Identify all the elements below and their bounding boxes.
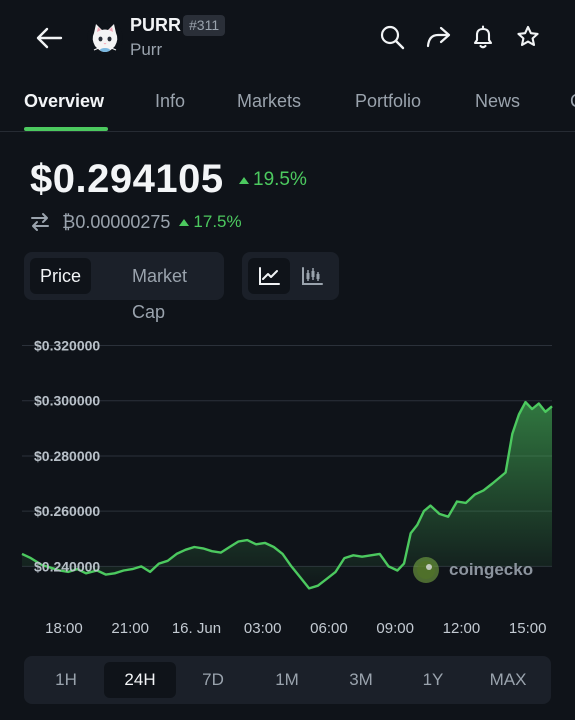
coin-symbol: PURR — [130, 15, 182, 35]
tab-info[interactable]: Info — [155, 91, 186, 111]
btc-change-value: 17.5% — [193, 212, 242, 231]
share-button[interactable] — [423, 22, 453, 52]
x-tick-label: 12:00 — [443, 620, 481, 637]
btc-price: ₿0.00000275 — [62, 211, 171, 232]
tab-markets[interactable]: Markets — [237, 91, 302, 111]
tab-overflow[interactable]: C — [570, 91, 575, 112]
price-chart-svg: $0.240000 $0.260000 $0.280000 $0.300000 $0.3… — [21, 338, 553, 637]
usd-price: $0.294105 — [30, 157, 224, 201]
tab-news[interactable]: News — [475, 91, 521, 111]
section-tabs: Overview Info Markets Portfolio News C — [0, 82, 575, 132]
candlestick-icon — [302, 267, 323, 285]
coingecko-watermark: coingecko — [413, 557, 533, 583]
price-line — [21, 400, 553, 590]
coin-avatar — [87, 20, 123, 56]
btc-change: 17.5% — [179, 212, 242, 232]
market-cap-toggle[interactable]: Market Cap — [132, 266, 188, 322]
watchlist-button[interactable] — [513, 22, 543, 52]
chart-mode-toggle — [242, 252, 339, 300]
top-bar: PURR #311 Purr — [0, 0, 575, 76]
range-3m[interactable]: 3M — [349, 670, 373, 689]
btc-price-row: ₿0.00000275 17.5% — [30, 210, 242, 234]
watermark-text: coingecko — [449, 560, 533, 579]
range-24h[interactable]: 24H — [104, 662, 176, 698]
swap-icon[interactable] — [30, 212, 50, 232]
alert-button[interactable] — [468, 22, 498, 52]
range-1m[interactable]: 1M — [275, 670, 299, 689]
range-max[interactable]: MAX — [489, 670, 527, 689]
rank-badge: #311 — [183, 15, 226, 36]
usd-change-value: 19.5% — [253, 169, 307, 190]
active-tab-indicator — [24, 127, 108, 131]
price-chart[interactable]: $0.240000 $0.260000 $0.280000 $0.300000 $0.3… — [0, 330, 575, 650]
x-tick-label: 06:00 — [310, 620, 348, 637]
share-icon — [426, 26, 451, 48]
search-icon — [380, 25, 405, 50]
x-tick-label: 03:00 — [244, 620, 282, 637]
time-range-selector: 1H 24H 7D 1M 3M 1Y MAX — [24, 656, 551, 704]
x-tick-label: 18:00 — [45, 620, 83, 637]
price-mcap-toggle: Price Market Cap — [24, 252, 224, 322]
cat-logo-icon — [92, 24, 118, 52]
usd-change: 19.5% — [239, 169, 307, 191]
x-tick-label: 09:00 — [376, 620, 414, 637]
range-1h[interactable]: 1H — [55, 670, 77, 689]
star-icon — [517, 25, 539, 47]
y-tick-label: $0.240000 — [34, 558, 100, 574]
line-chart-toggle[interactable] — [248, 258, 290, 294]
coin-name: Purr — [130, 40, 163, 59]
x-tick-label: 16. Jun — [172, 620, 221, 637]
back-arrow-icon — [36, 27, 63, 49]
line-chart-icon — [259, 267, 280, 285]
up-triangle-icon — [239, 176, 249, 184]
back-button[interactable] — [30, 20, 68, 56]
price-area-fill — [22, 402, 552, 589]
y-tick-label: $0.260000 — [34, 503, 100, 519]
price-toggle[interactable]: Price — [30, 258, 92, 294]
x-tick-label: 21:00 — [111, 620, 149, 637]
range-1y[interactable]: 1Y — [422, 670, 444, 689]
up-triangle-icon — [179, 218, 190, 226]
x-tick-label: 15:00 — [509, 620, 547, 637]
y-tick-label: $0.320000 — [34, 338, 100, 354]
tab-overview[interactable]: Overview — [24, 91, 105, 111]
bell-icon — [473, 25, 493, 49]
search-button[interactable] — [377, 22, 407, 52]
range-7d[interactable]: 7D — [202, 670, 224, 689]
candlestick-toggle[interactable] — [291, 258, 333, 294]
y-tick-label: $0.300000 — [34, 393, 100, 409]
tab-portfolio[interactable]: Portfolio — [355, 91, 422, 111]
y-tick-label: $0.280000 — [34, 448, 100, 464]
